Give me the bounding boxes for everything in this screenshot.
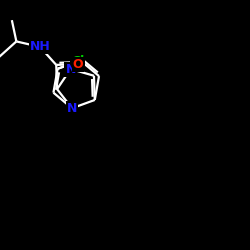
Text: N: N <box>67 102 77 115</box>
Text: NH: NH <box>30 40 50 54</box>
Text: O: O <box>73 58 83 71</box>
Text: N: N <box>66 62 76 76</box>
Text: Cl: Cl <box>71 55 84 68</box>
